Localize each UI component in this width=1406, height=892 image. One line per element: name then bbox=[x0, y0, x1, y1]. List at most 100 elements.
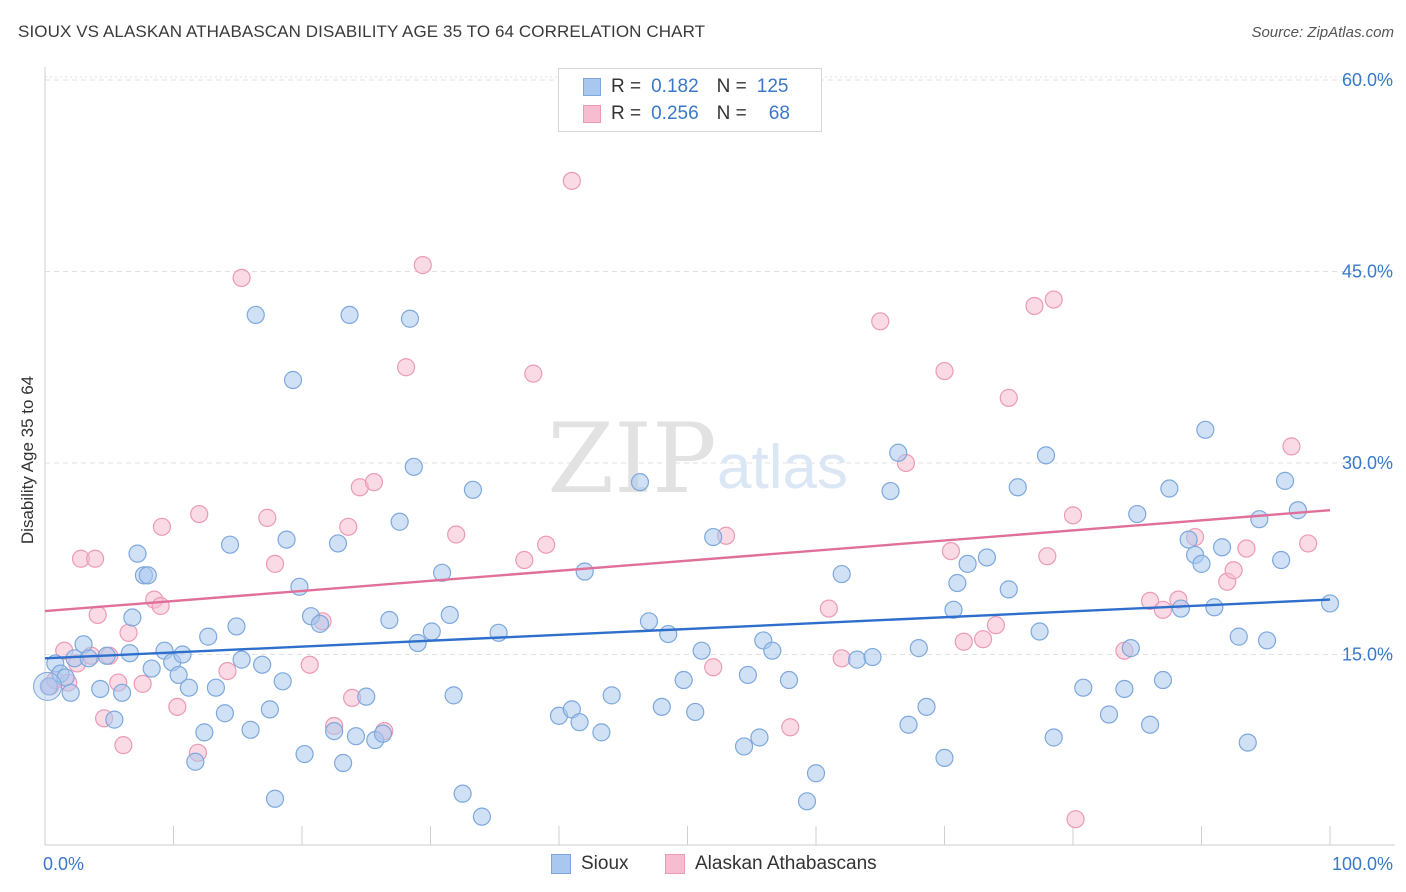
sioux-point bbox=[1212, 538, 1232, 557]
sioux-point bbox=[404, 457, 423, 476]
sioux-point bbox=[1257, 631, 1277, 650]
sioux-r-label: R = bbox=[611, 76, 642, 97]
sioux-point bbox=[832, 564, 851, 584]
athabascan-point bbox=[1237, 539, 1256, 558]
athabascan-point bbox=[1038, 547, 1057, 566]
y-tick-label: 45.0% bbox=[1342, 262, 1393, 282]
sioux-point bbox=[260, 700, 279, 719]
y-axis-label: Disability Age 35 to 64 bbox=[18, 375, 37, 545]
legend-row-athabascan: R = 0.256 N = 68 bbox=[583, 102, 790, 126]
athabascan-point bbox=[190, 504, 209, 524]
athabascan-point bbox=[396, 358, 416, 377]
sioux-point bbox=[848, 650, 867, 669]
sioux-point bbox=[390, 512, 409, 531]
sioux-point bbox=[334, 753, 353, 773]
athabascan-point bbox=[973, 630, 993, 649]
sioux-point bbox=[889, 443, 908, 462]
sioux-point bbox=[999, 580, 1018, 599]
athabascan-point bbox=[232, 268, 251, 287]
x-tick-label: 100.0% bbox=[1332, 854, 1393, 874]
watermark-zip: ZIP bbox=[547, 403, 716, 515]
athabascan-point bbox=[300, 655, 319, 674]
athabascan-point bbox=[114, 736, 133, 755]
athabascan-point bbox=[515, 550, 534, 570]
sioux-point bbox=[899, 715, 918, 734]
sioux-point bbox=[674, 670, 693, 690]
sioux-point bbox=[357, 687, 376, 706]
athabascan-point bbox=[781, 718, 800, 737]
sioux-point bbox=[779, 670, 799, 690]
sioux-point bbox=[750, 728, 769, 747]
sioux-point bbox=[380, 610, 399, 630]
sioux-point bbox=[422, 622, 441, 641]
sioux-point bbox=[1153, 670, 1173, 690]
sioux-point bbox=[1205, 598, 1224, 617]
sioux-point bbox=[373, 724, 393, 743]
stats-legend: R = 0.182 N = 125 R = 0.256 N = 68 bbox=[558, 68, 822, 132]
sioux-point bbox=[283, 370, 303, 390]
sioux-point bbox=[112, 683, 132, 702]
athabascan-point bbox=[364, 473, 384, 492]
athabascan-point bbox=[1153, 600, 1173, 619]
sioux-point bbox=[738, 665, 757, 685]
athabascan-point bbox=[447, 525, 466, 544]
sioux-point bbox=[295, 744, 314, 764]
sioux-point bbox=[935, 748, 954, 768]
sioux-point bbox=[1275, 471, 1295, 490]
sioux-point bbox=[944, 600, 963, 619]
sioux-point bbox=[592, 723, 611, 742]
sioux-point bbox=[1238, 733, 1257, 752]
athabascan-point bbox=[941, 541, 961, 561]
athabascan-point bbox=[88, 605, 107, 625]
sioux-point bbox=[1074, 678, 1093, 697]
sioux-point bbox=[909, 639, 928, 658]
sioux-point bbox=[472, 807, 491, 826]
athabascan-point bbox=[265, 554, 285, 573]
sioux-point bbox=[1140, 715, 1160, 734]
sioux-point bbox=[958, 554, 977, 573]
sioux-point bbox=[1250, 510, 1269, 529]
sioux-r-value: 0.182 bbox=[651, 76, 699, 97]
sioux-point bbox=[432, 563, 452, 582]
sioux-point bbox=[346, 727, 366, 746]
sioux-point bbox=[602, 686, 621, 705]
sioux-point bbox=[1179, 530, 1198, 549]
sioux-point bbox=[199, 627, 218, 646]
grid-lines bbox=[45, 76, 1395, 655]
bottom-legend-sioux: Sioux bbox=[551, 851, 629, 877]
athabascan-point bbox=[168, 697, 187, 716]
sioux-point bbox=[863, 647, 882, 667]
sioux-point bbox=[325, 721, 344, 741]
athabascan-point bbox=[999, 388, 1018, 407]
sioux-point bbox=[340, 305, 359, 325]
sioux-point bbox=[232, 650, 251, 669]
watermark-atlas: atlas bbox=[717, 433, 848, 502]
sioux-point bbox=[310, 614, 330, 633]
sioux-swatch bbox=[583, 78, 601, 96]
sioux-point bbox=[1320, 594, 1340, 613]
sioux-point bbox=[881, 481, 900, 501]
sioux-point bbox=[1121, 639, 1140, 658]
sioux-point bbox=[1030, 622, 1049, 641]
sioux-point bbox=[273, 672, 292, 691]
athabascan-n-label: N = bbox=[716, 103, 747, 124]
sioux-point bbox=[463, 480, 483, 499]
bottom-athabascan-label: Alaskan Athabascans bbox=[695, 853, 877, 874]
athabascan-point bbox=[1299, 534, 1318, 553]
tick-labels: 15.0% 30.0% 45.0% 60.0% 0.0% 100.0% bbox=[43, 70, 1393, 874]
sioux-point bbox=[763, 641, 782, 660]
athabascan-point bbox=[218, 661, 237, 681]
sioux-point bbox=[123, 608, 142, 627]
athabascan-point bbox=[86, 549, 105, 568]
sioux-point bbox=[639, 612, 659, 631]
chart-source: Source: ZipAtlas.com bbox=[1251, 24, 1394, 41]
sioux-point bbox=[797, 792, 817, 811]
sioux-point bbox=[408, 633, 427, 653]
sioux-point bbox=[440, 605, 459, 625]
sioux-point bbox=[179, 678, 199, 697]
athabascan-r-label: R = bbox=[611, 103, 642, 124]
sioux-point bbox=[1272, 550, 1291, 570]
sioux-point bbox=[142, 659, 161, 678]
athabascan-point bbox=[537, 535, 556, 554]
athabascan-point bbox=[1224, 561, 1243, 580]
